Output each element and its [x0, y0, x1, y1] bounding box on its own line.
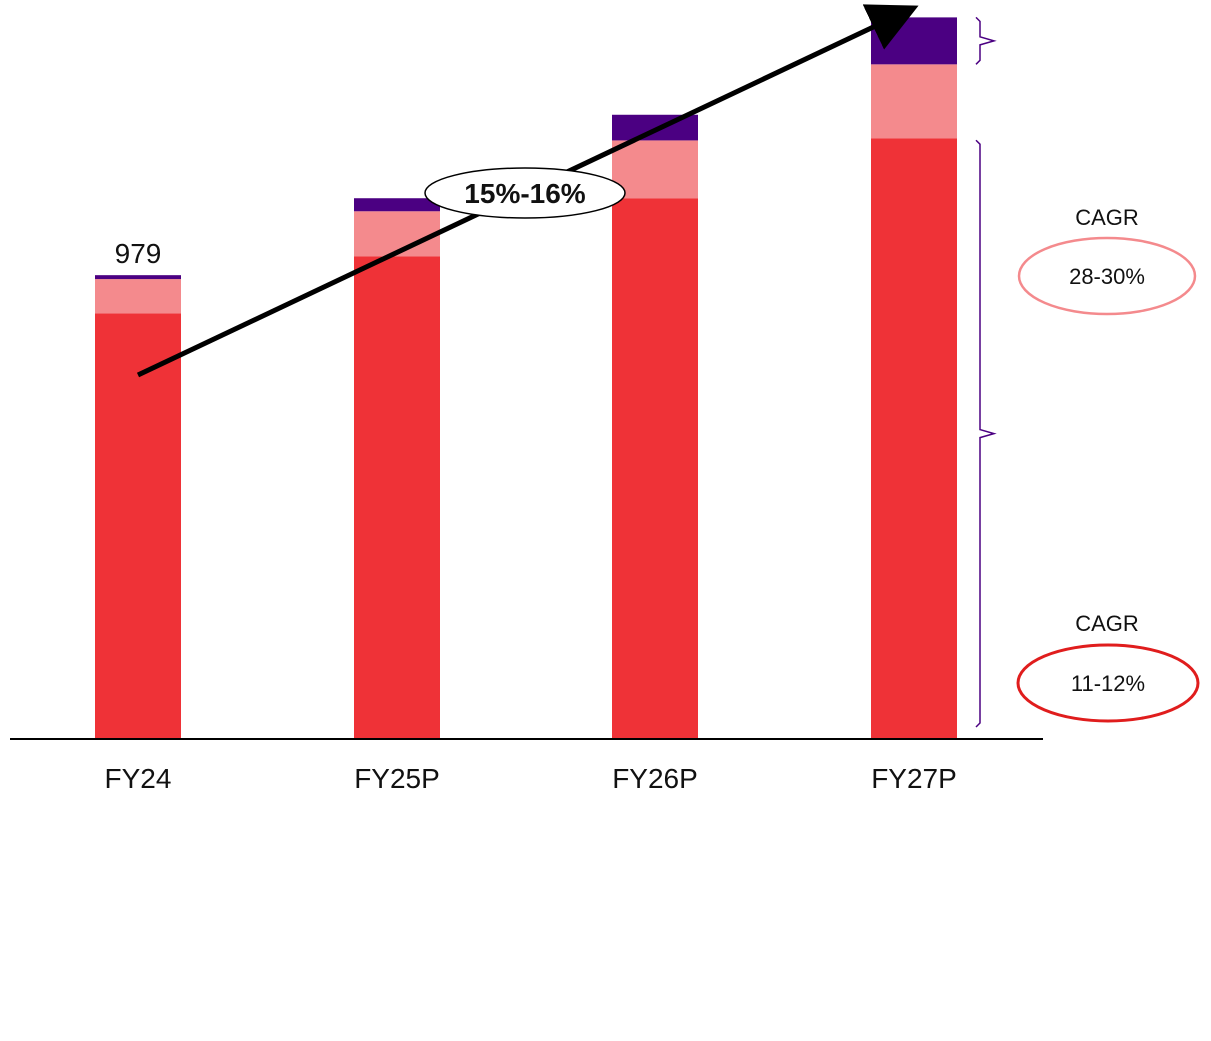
x-tick-label-fy27p: FY27P	[871, 763, 957, 794]
x-tick-label-fy26p: FY26P	[612, 763, 698, 794]
cagr-bracket-upper	[975, 16, 997, 65]
cagr-upper-title: CAGR	[1075, 205, 1139, 230]
cagr-lower-value: 11-12%	[1071, 671, 1145, 696]
cagr-bracket-lower	[975, 139, 997, 728]
cagr-upper-value: 28-30%	[1069, 264, 1145, 289]
growth-label: 15%-16%	[464, 178, 586, 209]
cagr-lower-ellipse	[1016, 643, 1200, 723]
x-tick-labels: FY24 FY25P FY26P FY27P	[105, 763, 957, 794]
data-labels: 979	[115, 238, 162, 269]
bar-segment-fy25p-s1	[354, 211, 440, 257]
bar-segment-fy25p-s2	[354, 198, 440, 212]
bar-segment-fy24-s1	[95, 279, 181, 314]
cagr-lower-title: CAGR	[1075, 611, 1139, 636]
cagr-upper-ellipse	[1017, 236, 1197, 316]
bars-layer	[95, 17, 957, 740]
bar-segment-fy26p-s1	[612, 140, 698, 199]
growth-ellipse	[424, 167, 626, 219]
bar-segment-fy24-s2	[95, 275, 181, 280]
bar-segment-fy26p-s0	[612, 198, 698, 739]
bar-segment-fy27p-s1	[871, 64, 957, 139]
bar-segment-fy24-s0	[95, 313, 181, 739]
bar-segment-fy25p-s0	[354, 256, 440, 739]
bar-segment-fy27p-s0	[871, 138, 957, 740]
data-label-fy24: 979	[115, 238, 162, 269]
x-tick-label-fy25p: FY25P	[354, 763, 440, 794]
x-tick-label-fy24: FY24	[105, 763, 172, 794]
